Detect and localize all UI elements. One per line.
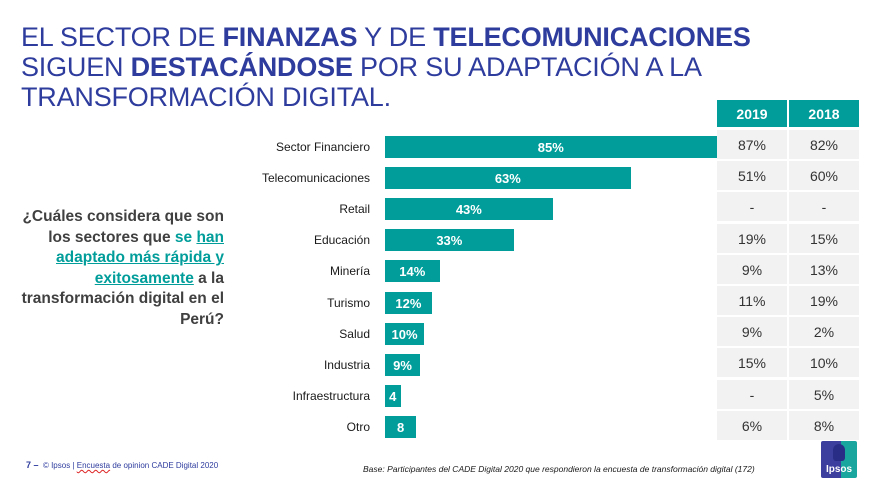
table-cell: 82% — [789, 130, 859, 159]
category-label: Retail — [339, 202, 370, 217]
table-cell: 5% — [789, 379, 859, 409]
table-cell: 15% — [789, 223, 859, 253]
page-title: EL SECTOR DE FINANZAS Y DE TELECOMUNICAC… — [21, 22, 821, 112]
bar — [385, 291, 432, 314]
category-label: Telecomunicaciones — [261, 171, 370, 186]
survey-question: ¿Cuáles considera que son los sectores q… — [20, 207, 224, 330]
table-cell: 10% — [789, 348, 859, 378]
data-label: 43% — [455, 202, 482, 218]
data-label: 33% — [436, 233, 463, 249]
title-emphasis: DESTACÁNDOSE — [130, 52, 353, 82]
logo-head-icon — [833, 444, 845, 461]
table-header: 2018 — [789, 100, 859, 127]
survey-word: Encuesta — [76, 461, 111, 470]
data-label: 12% — [395, 295, 422, 311]
table-cell: 51% — [717, 161, 787, 191]
title-emphasis: FINANZAS — [222, 22, 358, 52]
table-cell: 6% — [717, 410, 787, 440]
table-cell: 11% — [717, 286, 787, 315]
question-highlight-underlined: han adaptado más rápida y exitosamente — [56, 228, 224, 287]
table-cell: 9% — [717, 254, 787, 284]
title-text: POR SU ADAPTACIÓN A LA — [352, 52, 702, 82]
footer-source: 7 – © Ipsos | Encuesta de opinion CADE D… — [26, 460, 218, 470]
logo-text: Ipsos — [825, 464, 853, 475]
title-text: SIGUEN — [21, 52, 131, 82]
data-label: 9% — [393, 357, 412, 373]
page-number: 7 – — [26, 460, 39, 470]
table-cell: 8% — [789, 410, 859, 440]
bar — [385, 198, 553, 221]
question-highlight: se — [174, 228, 197, 246]
base-note: Base: Participantes del CADE Digital 202… — [363, 464, 755, 474]
category-label: Educación — [313, 233, 370, 248]
data-label: 63% — [494, 171, 521, 187]
table-cell: 9% — [717, 317, 787, 347]
data-label: 14% — [399, 264, 426, 280]
table-cell: 87% — [717, 130, 787, 159]
table-header: 2019 — [717, 100, 787, 127]
title-emphasis: TELECOMUNICACIONES — [433, 22, 751, 52]
survey-name: de opinion CADE Digital 2020 — [110, 461, 219, 470]
bar — [385, 229, 514, 252]
table-cell: 13% — [789, 254, 859, 284]
bar — [385, 260, 440, 283]
bar — [385, 167, 631, 190]
question-text: a la transformación digital en el Perú? — [21, 269, 224, 328]
category-label: Otro — [346, 419, 370, 434]
data-label: 4 — [389, 388, 397, 404]
bar — [385, 353, 421, 376]
title-text: EL SECTOR DE — [21, 22, 223, 52]
category-label: Minería — [329, 264, 370, 279]
category-label: Sector Financiero — [275, 140, 370, 154]
question-text: ¿Cuáles considera que son los sectores q… — [22, 208, 224, 246]
table-cell: 19% — [717, 223, 787, 253]
category-label: Infraestructura — [292, 388, 370, 403]
category-label: Turismo — [327, 295, 370, 310]
category-label: Salud — [339, 326, 370, 341]
data-label: 85% — [537, 140, 564, 155]
bar — [385, 415, 417, 438]
table-cell: - — [717, 192, 787, 222]
table-cell: - — [717, 379, 787, 409]
copyright-text: © Ipsos | — [42, 461, 77, 470]
bar — [385, 322, 424, 345]
bar — [385, 136, 717, 158]
category-label: Industria — [323, 357, 370, 372]
table-cell: - — [789, 192, 859, 222]
title-text: TRANSFORMACIÓN DIGITAL. — [21, 82, 391, 112]
table-cell: 15% — [717, 348, 787, 378]
table-cell: 19% — [789, 286, 859, 315]
data-label: 10% — [391, 326, 418, 342]
title-text: Y DE — [357, 22, 434, 52]
bar — [385, 384, 401, 407]
table-cell: 60% — [789, 161, 859, 191]
data-label: 8 — [396, 419, 405, 435]
ipsos-logo: Ipsos — [821, 441, 857, 478]
table-cell: 2% — [789, 317, 859, 347]
